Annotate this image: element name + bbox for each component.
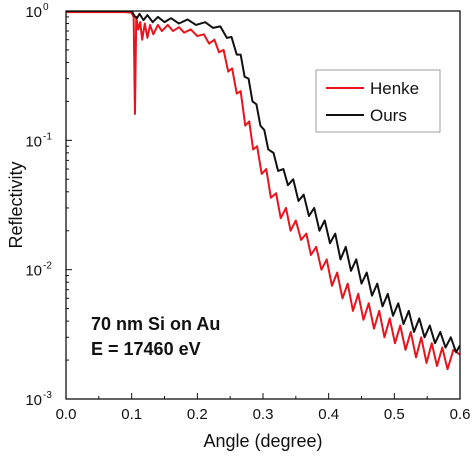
x-tick-label: 0.0 <box>56 406 77 423</box>
legend-label-henke: Henke <box>370 79 419 98</box>
x-tick-label: 0.6 <box>450 406 471 423</box>
y-axis-label: Reflectivity <box>6 161 26 248</box>
series-layer <box>66 11 460 371</box>
y-tick-label: 10 <box>25 263 42 280</box>
x-tick-labels: 0.0 0.1 0.2 0.3 0.4 0.5 0.6 <box>56 406 471 423</box>
x-axis-label: Angle (degree) <box>203 431 322 451</box>
legend-label-ours: Ours <box>370 106 407 125</box>
x-tick-label: 0.5 <box>384 406 405 423</box>
y-tick-label: 10 <box>25 133 42 150</box>
y-tick-label: 10 <box>25 4 42 21</box>
y-tick-exponent: 0 <box>43 2 49 13</box>
legend: Henke Ours <box>315 69 441 133</box>
x-tick-label: 0.2 <box>187 406 208 423</box>
y-tick-exponent: -3 <box>43 390 52 401</box>
legend-box <box>315 69 441 133</box>
y-tick-label: 10 <box>25 392 42 409</box>
plot-frame <box>65 10 461 400</box>
x-tick-label: 0.4 <box>318 406 339 423</box>
series-line-ours <box>66 11 460 354</box>
x-tick-label: 0.3 <box>253 406 274 423</box>
y-tick-exponent: -2 <box>43 261 52 272</box>
annotation-sample: 70 nm Si on Au <box>91 314 220 334</box>
x-tick-label: 0.1 <box>121 406 142 423</box>
annotation-energy: E = 17460 eV <box>91 339 201 359</box>
y-tick-exponent: -1 <box>43 131 52 142</box>
series-line-henke <box>66 11 460 371</box>
